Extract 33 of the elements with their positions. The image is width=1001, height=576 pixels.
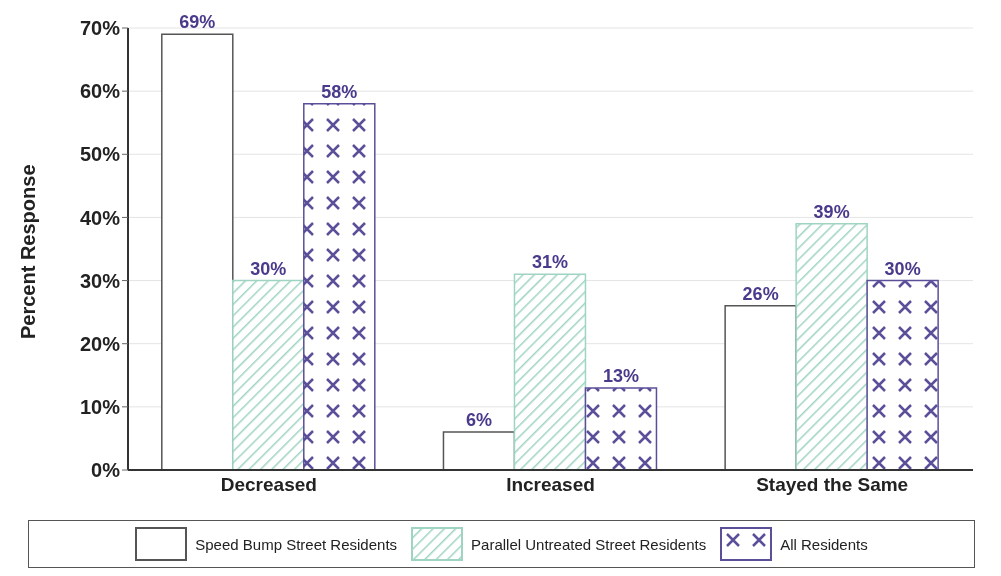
bar [795, 222, 868, 470]
text: 31% [531, 252, 568, 273]
legend-label: Speed Bump Street Residents [194, 534, 398, 555]
bar [161, 33, 234, 470]
bar [513, 273, 587, 470]
text: 39% [813, 201, 850, 222]
bar [866, 279, 939, 470]
legend-label: All Residents [779, 534, 868, 555]
text: 6% [465, 410, 492, 431]
text: 13% [602, 365, 639, 386]
text: 58% [321, 81, 358, 102]
x-tick-label: Stayed the Same [756, 474, 909, 496]
text: 69% [179, 12, 216, 33]
y-axis-title: Percent Response [17, 164, 40, 339]
y-tick-label: 20% [79, 332, 121, 355]
bar [584, 387, 658, 470]
bar [232, 279, 305, 470]
y-tick-label: 0% [91, 459, 121, 482]
x-tick-label: Decreased [220, 474, 317, 496]
y-tick-label: 30% [79, 269, 121, 292]
bar [724, 305, 797, 470]
x-tick-label: Increased [506, 474, 595, 496]
y-tick-label: 60% [79, 80, 121, 103]
bar [442, 431, 516, 470]
y-tick-label: 50% [79, 143, 121, 166]
text: 26% [742, 283, 779, 304]
bar [303, 103, 376, 470]
text: 30% [884, 258, 921, 279]
legend-label: Parallel Untreated Street Residents [470, 534, 707, 555]
text: 30% [250, 258, 287, 279]
y-tick-label: 70% [79, 17, 121, 40]
y-tick-label: 40% [79, 206, 121, 229]
y-tick-label: 10% [79, 395, 121, 418]
